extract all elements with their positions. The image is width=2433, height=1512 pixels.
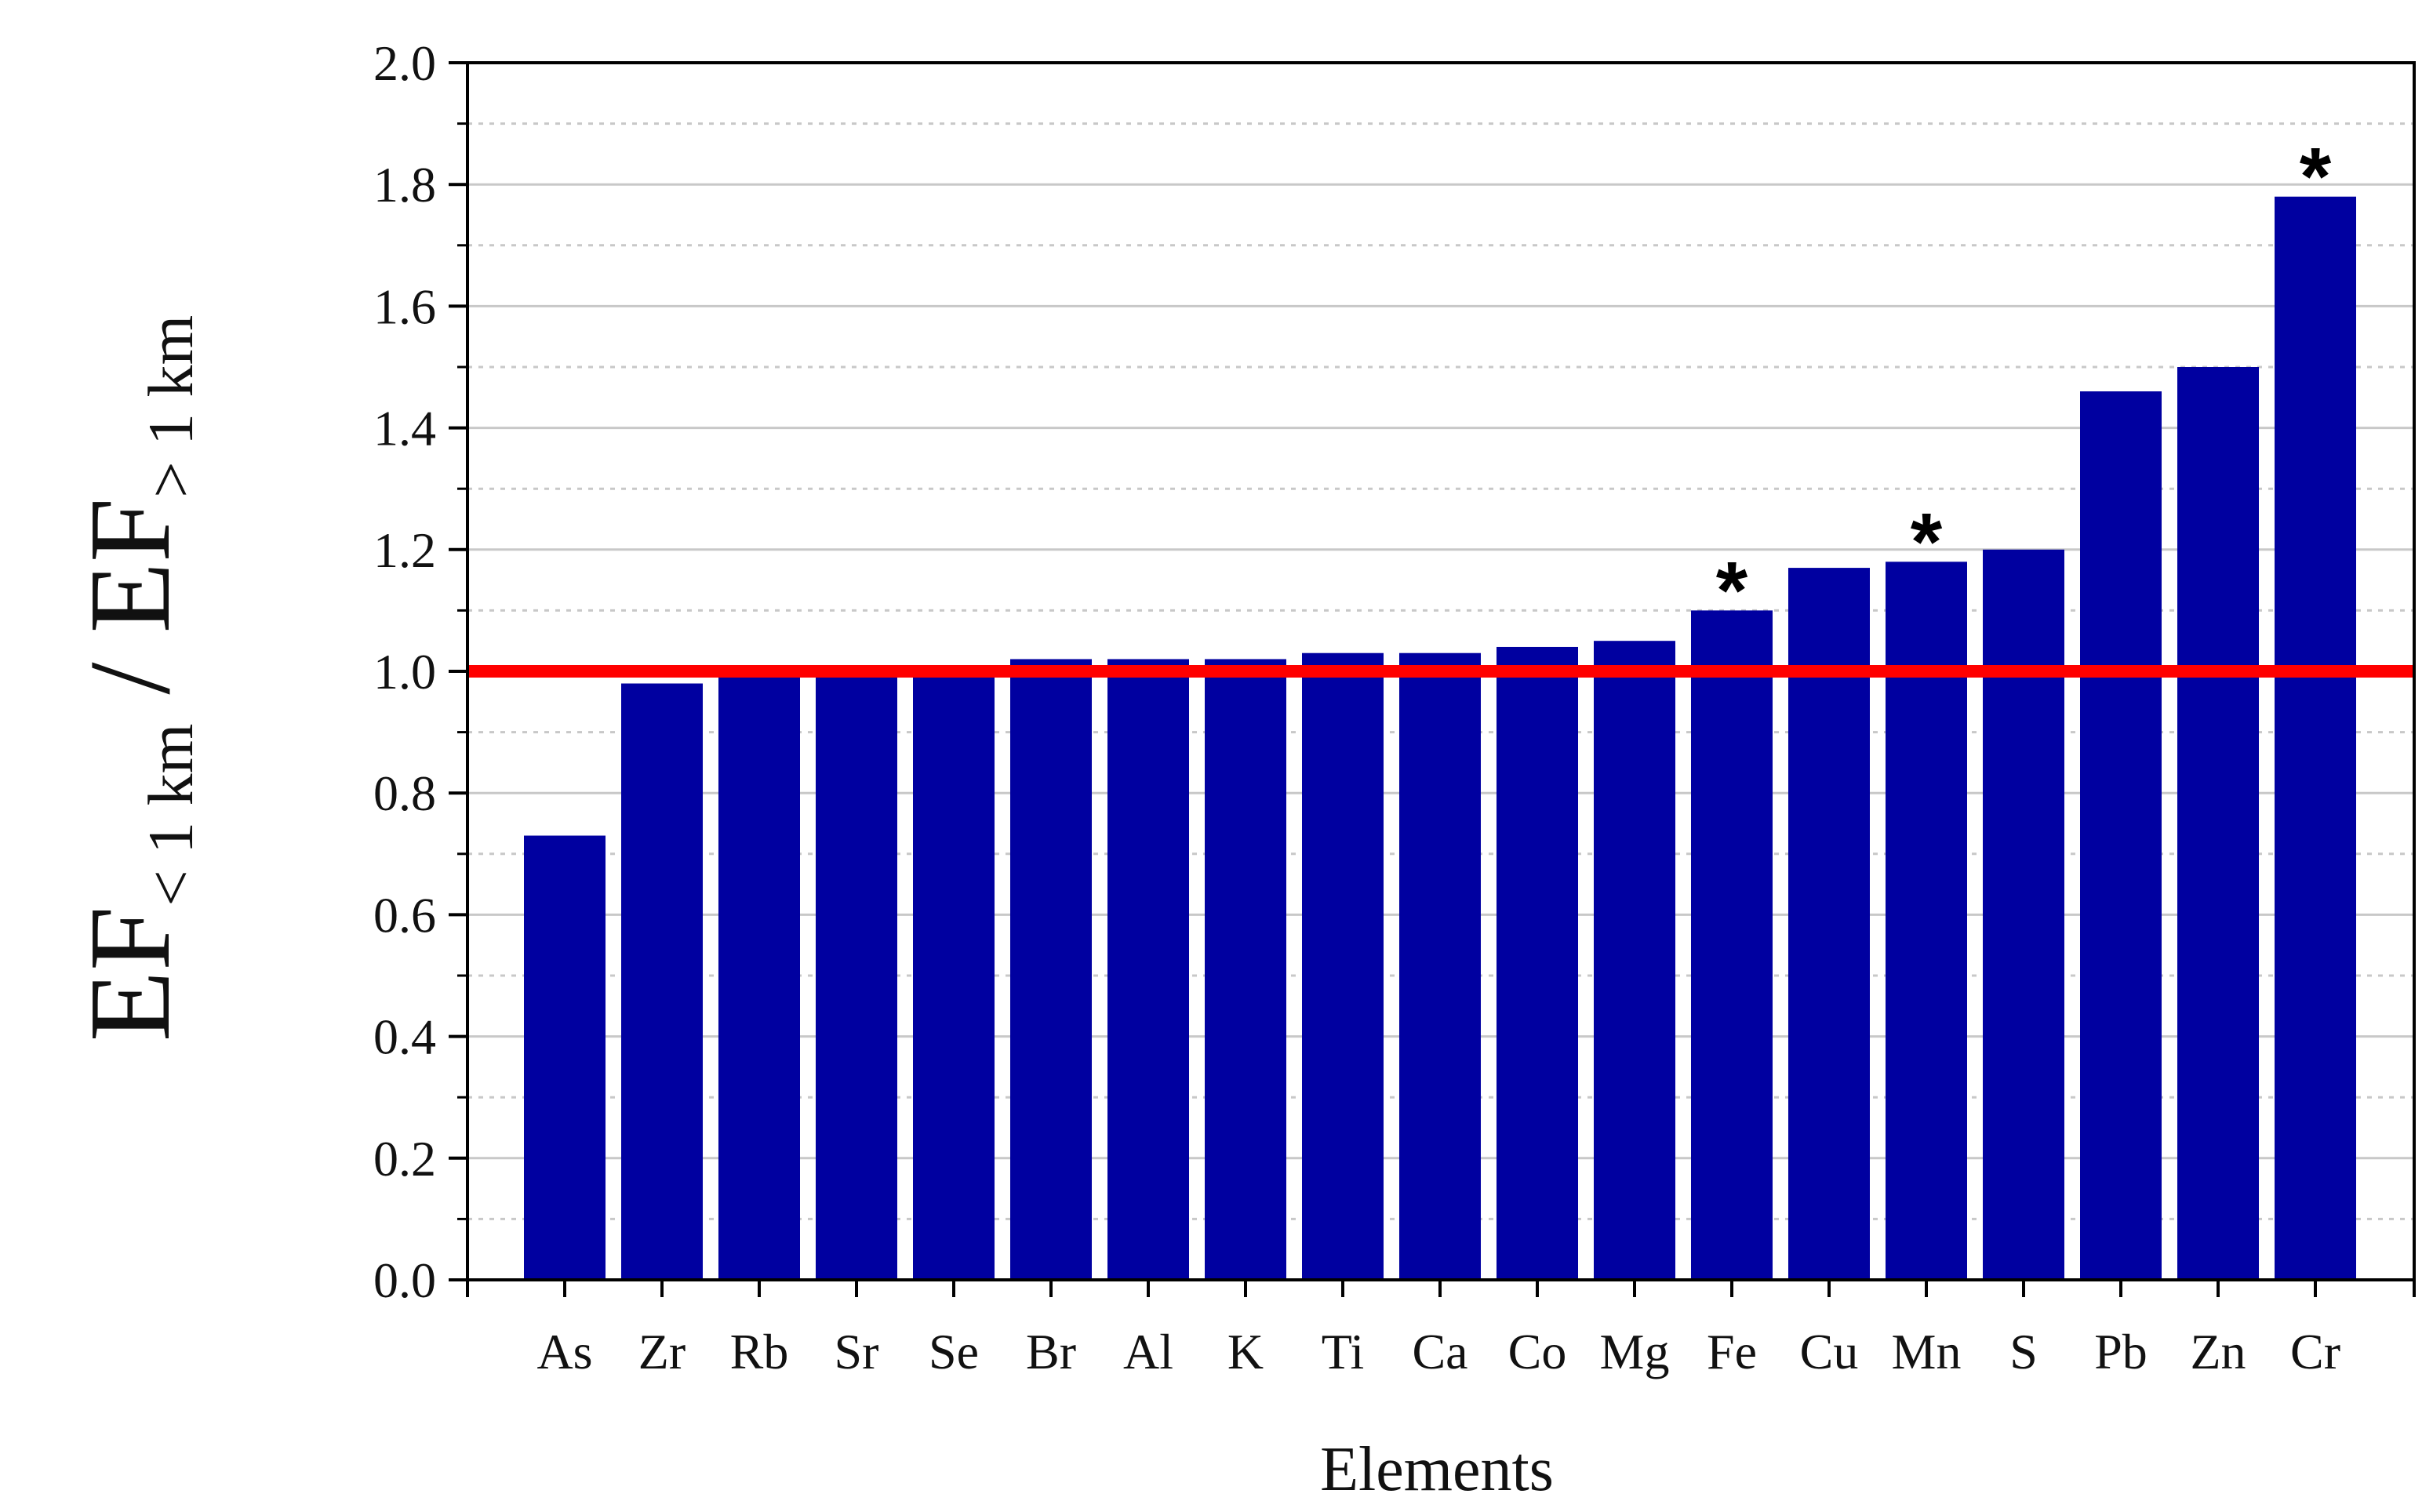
bar-fe [1691, 610, 1773, 1280]
bar-sr [816, 671, 897, 1280]
bar-mg [1594, 641, 1675, 1280]
significance-marker-mn: * [1911, 496, 1943, 587]
bar-co [1497, 646, 1578, 1280]
bar-k [1205, 659, 1286, 1280]
bar-se [913, 671, 995, 1280]
bar-s [1983, 549, 2064, 1280]
x-tick-label-s: S [2009, 1324, 2038, 1379]
bar-mn [1886, 562, 1967, 1280]
bar-ti [1302, 652, 1384, 1280]
y-tick-label: 1.0 [373, 644, 436, 700]
y-tick-label: 0.0 [373, 1252, 436, 1308]
bar-pb [2080, 391, 2162, 1280]
x-tick-label-pb: Pb [2094, 1324, 2148, 1379]
x-tick-label-se: Se [929, 1324, 979, 1379]
bars [524, 196, 2356, 1281]
significance-marker-cr: * [2300, 132, 2332, 223]
y-tick-label: 2.0 [373, 35, 436, 91]
bar-rb [718, 671, 800, 1280]
y-tick-label: 1.2 [373, 522, 436, 578]
x-tick-label-rb: Rb [730, 1324, 789, 1379]
bar-ca [1399, 652, 1481, 1280]
x-tick-label-k: K [1227, 1324, 1264, 1379]
axes [449, 61, 2416, 1297]
y-axis-title-sep: / [66, 633, 195, 723]
y-tick-label: 0.8 [373, 765, 436, 821]
significance-markers: * * * [1716, 132, 2332, 637]
y-axis-title-sub-1: < 1 km [135, 724, 206, 907]
x-tick-label-zr: Zr [638, 1324, 686, 1379]
y-axis-title: EF< 1 km / EF> 1 km [66, 315, 206, 1042]
y-tick-labels: 0.0 0.2 0.4 0.6 0.8 1.0 1.2 1.4 1.6 1.8 2.0 [373, 35, 436, 1308]
bar-al [1107, 659, 1189, 1280]
bar-zr [621, 683, 703, 1280]
x-tick-label-cu: Cu [1800, 1324, 1859, 1379]
x-axis-title: Elements [1320, 1435, 1554, 1504]
y-axis-title-main-2: EF [66, 498, 195, 634]
y-tick-label: 1.4 [373, 401, 436, 456]
x-tick-labels: As Zr Rb Sr Se Br Al K Ti Ca Co Mg Fe Cu Mn S Pb Zn Cr [536, 1324, 2340, 1379]
x-tick-label-ti: Ti [1322, 1324, 1365, 1379]
y-tick-label: 1.8 [373, 157, 436, 213]
significance-marker-fe: * [1716, 545, 1748, 636]
x-tick-label-cr: Cr [2290, 1324, 2340, 1379]
x-tick-label-as: As [536, 1324, 592, 1379]
y-tick-label: 0.6 [373, 887, 436, 943]
y-tick-label: 0.2 [373, 1131, 436, 1187]
x-tick-label-zn: Zn [2190, 1324, 2246, 1379]
bar-cr [2275, 196, 2356, 1281]
y-axis-title-sub-2: > 1 km [135, 315, 206, 498]
x-tick-label-fe: Fe [1707, 1324, 1757, 1379]
x-tick-label-mn: Mn [1892, 1324, 1962, 1379]
bar-cu [1788, 568, 1870, 1280]
x-tick-label-co: Co [1508, 1324, 1567, 1379]
x-tick-label-al: Al [1123, 1324, 1173, 1379]
x-tick-label-ca: Ca [1412, 1324, 1467, 1379]
bar-as [524, 835, 606, 1280]
x-tick-label-br: Br [1026, 1324, 1076, 1379]
y-tick-label: 0.4 [373, 1009, 436, 1065]
y-axis-title-main-1: EF [66, 907, 195, 1042]
x-tick-label-sr: Sr [835, 1324, 879, 1379]
x-tick-label-mg: Mg [1600, 1324, 1670, 1379]
bar-zn [2177, 367, 2259, 1280]
bar-br [1010, 659, 1092, 1280]
y-tick-label: 1.6 [373, 278, 436, 334]
